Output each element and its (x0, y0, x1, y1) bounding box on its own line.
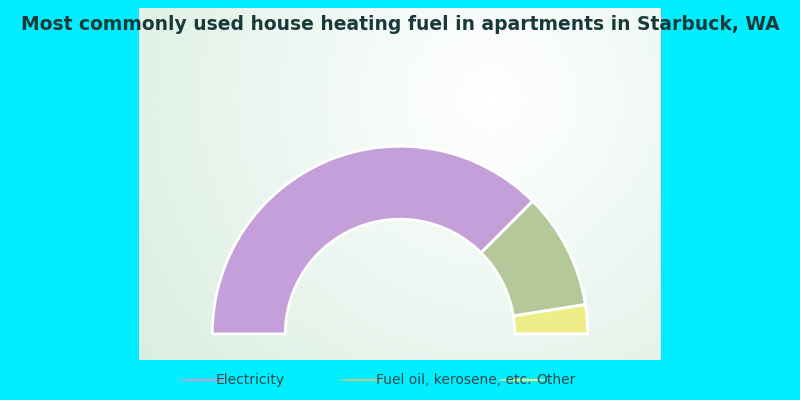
Circle shape (103, 0, 800, 400)
Circle shape (498, 379, 546, 381)
Circle shape (235, 0, 747, 355)
Circle shape (285, 0, 698, 306)
Circle shape (112, 0, 800, 400)
Circle shape (334, 0, 648, 256)
Circle shape (458, 66, 524, 132)
Circle shape (338, 379, 386, 381)
Wedge shape (514, 304, 588, 334)
Circle shape (145, 0, 800, 400)
Circle shape (442, 50, 541, 149)
Circle shape (219, 0, 763, 372)
Circle shape (202, 0, 780, 388)
Circle shape (70, 0, 800, 400)
Circle shape (194, 0, 788, 396)
Circle shape (392, 0, 590, 198)
Circle shape (244, 0, 738, 347)
Circle shape (302, 0, 681, 289)
Circle shape (294, 0, 690, 297)
Circle shape (367, 0, 615, 223)
Circle shape (359, 0, 623, 231)
Text: Most commonly used house heating fuel in apartments in Starbuck, WA: Most commonly used house heating fuel in… (21, 14, 779, 34)
Circle shape (227, 0, 755, 363)
Circle shape (54, 0, 800, 400)
Text: Fuel oil, kerosene, etc.: Fuel oil, kerosene, etc. (376, 373, 531, 387)
Circle shape (466, 74, 516, 124)
Circle shape (5, 0, 800, 400)
Circle shape (376, 0, 606, 215)
Circle shape (426, 33, 558, 165)
Circle shape (178, 0, 800, 400)
Circle shape (38, 0, 800, 400)
Circle shape (483, 91, 499, 108)
Circle shape (318, 0, 665, 272)
Circle shape (178, 379, 226, 381)
Circle shape (128, 0, 800, 400)
Text: Electricity: Electricity (216, 373, 285, 387)
Circle shape (277, 0, 706, 314)
Circle shape (21, 0, 800, 400)
Wedge shape (212, 146, 533, 334)
Circle shape (401, 8, 582, 190)
Circle shape (170, 0, 800, 400)
Circle shape (269, 0, 714, 322)
Circle shape (417, 25, 566, 174)
Circle shape (384, 0, 598, 206)
Circle shape (95, 0, 800, 400)
Circle shape (162, 0, 800, 400)
Circle shape (310, 0, 673, 281)
Circle shape (210, 0, 772, 380)
Circle shape (434, 42, 549, 157)
Circle shape (409, 17, 574, 182)
Circle shape (186, 0, 797, 400)
Circle shape (13, 0, 800, 400)
Circle shape (342, 0, 640, 248)
Circle shape (351, 0, 631, 240)
Circle shape (62, 0, 800, 400)
Text: Other: Other (536, 373, 575, 387)
Circle shape (120, 0, 800, 400)
Circle shape (87, 0, 800, 400)
Circle shape (46, 0, 800, 400)
Circle shape (153, 0, 800, 400)
Circle shape (474, 83, 508, 116)
Circle shape (252, 0, 730, 338)
Circle shape (326, 0, 656, 264)
Circle shape (78, 0, 800, 400)
Circle shape (29, 0, 800, 400)
Wedge shape (481, 201, 586, 316)
Circle shape (450, 58, 533, 140)
Circle shape (137, 0, 800, 400)
Circle shape (260, 0, 722, 330)
